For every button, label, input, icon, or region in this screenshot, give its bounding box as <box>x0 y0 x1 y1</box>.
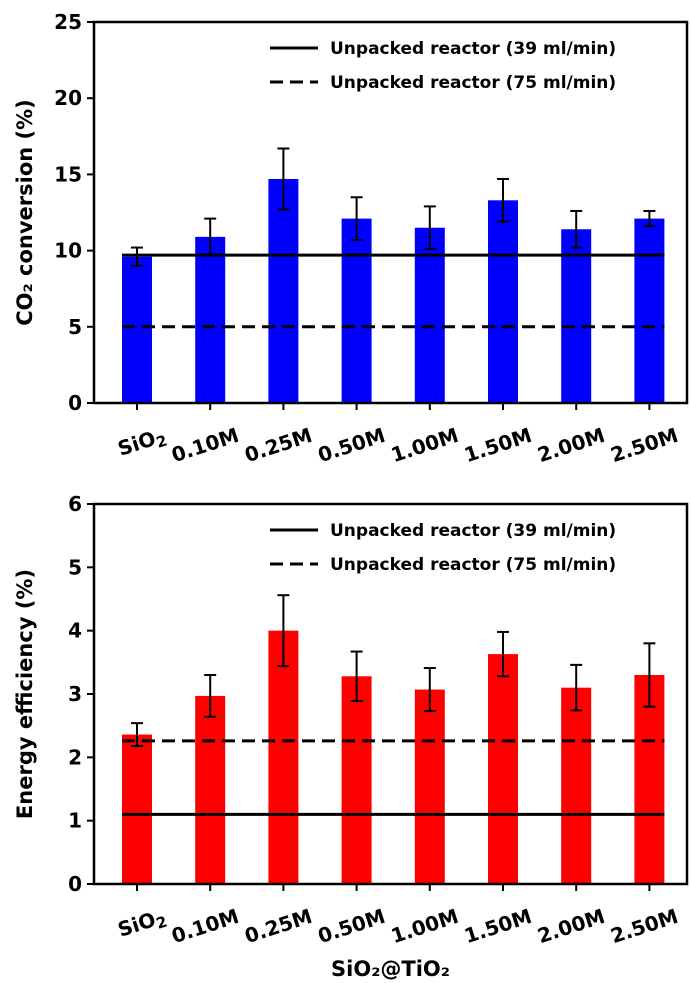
legend: Unpacked reactor (39 ml/min) Unpacked rea… <box>270 521 616 575</box>
bar-6 <box>561 687 592 884</box>
bar-3 <box>341 676 372 884</box>
bar-0 <box>122 734 152 884</box>
error-bar-0 <box>131 722 143 747</box>
legend-label: Unpacked reactor (39 ml/min) <box>330 39 616 59</box>
x-tick-label: 1.00M <box>388 904 461 948</box>
y-tick-label: 25 <box>54 10 82 34</box>
bar-2 <box>268 630 299 884</box>
bar-5 <box>488 654 518 884</box>
y-tick-label: 4 <box>68 619 82 643</box>
bar-3 <box>341 218 372 403</box>
x-tick-label: SiO2 <box>115 904 170 945</box>
error-bar-2 <box>277 594 290 668</box>
y-axis-title: CO₂ conversion (%) <box>13 99 37 326</box>
y-tick-label: 0 <box>68 391 82 415</box>
bar-6 <box>561 229 592 403</box>
x-tick-label: 0.25M <box>242 423 315 467</box>
legend-label: Unpacked reactor (39 ml/min) <box>330 521 616 541</box>
error-bar-7 <box>643 209 656 228</box>
x-tick-label: 0.50M <box>315 904 388 948</box>
bar-7 <box>634 675 665 884</box>
error-bar-4 <box>423 667 436 713</box>
x-tick-label: 1.50M <box>461 423 534 467</box>
y-tick-label: 5 <box>68 315 82 339</box>
legend-label: Unpacked reactor (75 ml/min) <box>330 73 616 93</box>
bar-1 <box>195 236 226 403</box>
error-bar-1 <box>204 674 217 718</box>
bar-4 <box>414 227 445 403</box>
y-tick-label: 2 <box>68 745 82 769</box>
bar-1 <box>195 695 226 884</box>
error-bar-5 <box>497 177 509 223</box>
y-tick-label: 20 <box>54 86 82 110</box>
bar-4 <box>414 689 445 884</box>
error-bar-0 <box>131 246 143 267</box>
x-tick-label: 2.00M <box>534 423 607 467</box>
y-tick-label: 5 <box>68 555 82 579</box>
x-tick-label: 0.10M <box>168 904 241 948</box>
bar-0 <box>122 256 152 403</box>
x-tick-label: 1.50M <box>461 904 534 948</box>
y-tick-label: 0 <box>68 872 82 896</box>
x-tick-label: 0.50M <box>315 423 388 467</box>
x-tick-label: 1.00M <box>388 423 461 467</box>
error-bar-4 <box>423 205 436 251</box>
error-bar-2 <box>277 147 290 211</box>
error-bar-3 <box>350 650 363 702</box>
x-tick-label: 2.50M <box>608 423 681 467</box>
error-bar-3 <box>350 196 363 241</box>
legend-label: Unpacked reactor (75 ml/min) <box>330 555 616 575</box>
x-tick-label: 0.25M <box>242 904 315 948</box>
y-tick-label: 3 <box>68 682 82 706</box>
x-tick-label: 2.50M <box>608 904 681 948</box>
bar-5 <box>488 200 518 403</box>
error-bar-6 <box>570 209 583 249</box>
x-tick-label: 2.00M <box>534 904 607 948</box>
error-bar-5 <box>497 630 509 678</box>
plot-frame <box>92 20 689 405</box>
y-tick-label: 10 <box>54 239 82 263</box>
bar-7 <box>634 218 665 403</box>
x-axis-title: SiO₂@TiO₂ <box>331 957 450 981</box>
y-axis-title: Energy efficiency (%) <box>13 569 37 819</box>
x-tick-label: 0.10M <box>168 423 241 467</box>
legend: Unpacked reactor (39 ml/min) Unpacked rea… <box>270 39 616 93</box>
y-tick-label: 15 <box>54 162 82 186</box>
error-bar-7 <box>643 642 656 708</box>
bar-2 <box>268 178 299 403</box>
error-bar-6 <box>570 663 583 712</box>
y-tick-label: 1 <box>68 809 82 833</box>
x-tick-label: SiO2 <box>115 423 170 464</box>
y-tick-label: 6 <box>68 492 82 516</box>
